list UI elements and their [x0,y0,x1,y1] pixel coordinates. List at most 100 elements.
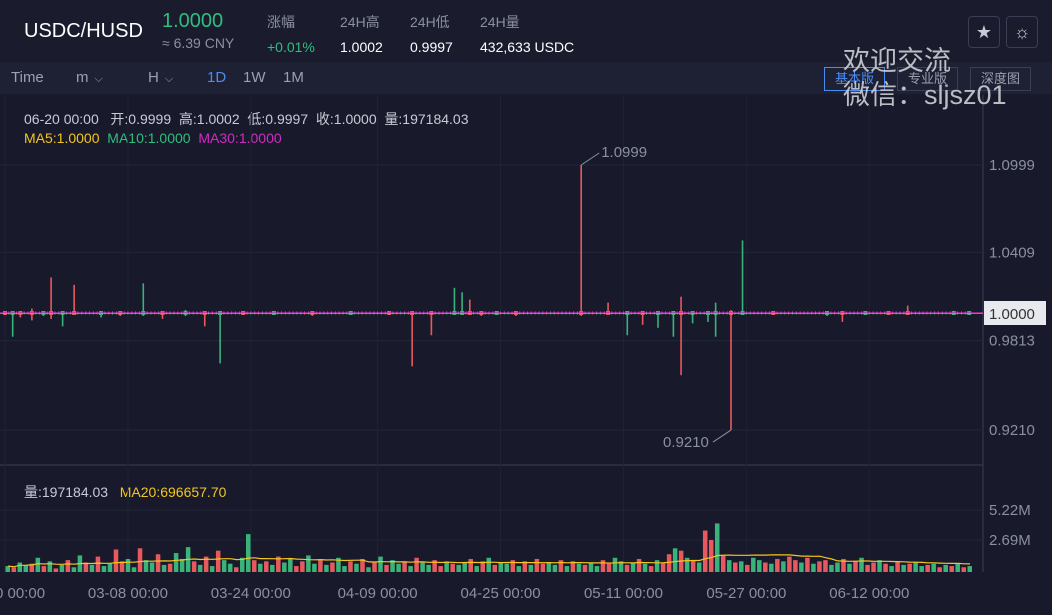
volume-bar [871,562,876,572]
volume-bar [757,560,762,572]
volume-bar [913,562,918,572]
volume-bar [558,560,564,572]
volume-ma20-line [7,554,971,568]
volume-bar [143,560,149,572]
volume-bar [233,567,239,572]
tab-hour[interactable]: H ⌵ [148,69,173,86]
volume-bar [318,560,323,572]
volume-bar [763,562,768,572]
volume-bar [252,560,257,572]
tab-time[interactable]: Time [11,69,44,86]
volume-bar [516,566,522,572]
volume-bar [606,563,612,572]
tab-minute[interactable]: m ⌵ [76,69,103,86]
volume-bar [456,564,461,572]
volume-bar [450,563,455,572]
volume-bar [294,566,299,572]
volume-bar [901,564,906,572]
volume-bar [131,567,137,572]
volume-bar [907,563,912,572]
tab-1d[interactable]: 1D [207,69,227,86]
chevron-down-icon: ⌵ [94,73,103,85]
volume-bar [5,566,11,572]
volume-stat: 24H量 432,633 USDC [480,12,574,55]
volume-bar [137,548,143,572]
ohlc-low: 低:0.9997 [247,111,309,127]
star-icon[interactable]: ★ [968,16,1000,48]
volume-bar [11,567,17,572]
volume-bar [498,562,504,572]
volume-bar [829,564,834,572]
volume-bar [408,566,413,572]
time-tick-label: 02-20 00:00 [0,585,45,602]
volume-bar [402,561,407,572]
volume-bar [83,562,89,572]
volume-bar [342,566,347,572]
time-tick-label: 05-11 00:00 [584,585,663,602]
volume-bar [468,558,473,572]
volume-bar [197,564,203,572]
volume-bar [799,562,804,572]
volume-bar [720,555,726,572]
volume-bar [107,563,113,572]
volume-bar [841,558,846,572]
high-value: 1.0002 [340,39,383,55]
volume-bar [288,558,293,572]
watermark-line1: 欢迎交流 [843,46,951,76]
volume-bar [474,566,479,572]
volume-bar [859,557,864,572]
low-value: 0.9997 [410,39,453,55]
ohlc-volume: 量:197184.03 [384,111,469,127]
max-annotation: 1.0999 [601,144,647,161]
volume-bar [390,560,395,572]
volume-bar [300,561,305,572]
basic-view-button[interactable]: 基本版 [824,67,886,91]
tab-1w[interactable]: 1W [243,69,266,86]
volume-bar [612,557,618,572]
watermark-line2: 微信：sljsz01 [843,80,1007,110]
interval-toolbar: Time m ⌵ H ⌵ 1D 1W 1M 基本版 专业版 深度图 [0,62,1052,94]
volume-bar [540,563,546,572]
volume-bar [528,564,534,572]
volume-bar [155,554,161,572]
volume-bar [245,534,251,572]
chart-grid [0,95,984,572]
volume-bar [889,566,894,572]
volume-bar [360,558,365,572]
volume-bar [733,562,738,572]
volume-bar [955,563,960,572]
pro-view-button[interactable]: 专业版 [897,67,959,91]
volume-bar [564,566,570,572]
volume-bar [215,550,221,572]
depth-view-button[interactable]: 深度图 [970,67,1032,91]
current-price-label: 1.0000 [989,306,1035,323]
volume-bar [101,566,107,572]
volume-tick-label: 5.22M [989,502,1031,519]
tab-1m[interactable]: 1M [283,69,304,86]
volume-bar [264,561,269,572]
volume-layer [5,523,972,572]
volume-bar [642,563,648,572]
volume-bar [426,564,431,572]
volume-bar [113,549,119,572]
volume-bar [745,564,750,572]
volume-bar [769,563,774,572]
min-pointer [712,429,732,443]
volume-bar [396,563,401,572]
volume-bar [23,564,29,572]
volume-bar [372,562,377,572]
sun-icon[interactable]: ☼ [1006,16,1038,48]
volume-bar [486,557,492,572]
ohlc-high: 高:1.0002 [178,111,240,127]
volume-bar [835,562,840,572]
volume-bar [504,563,510,572]
volume-bar [895,561,900,572]
volume-bar [258,563,263,572]
volume-label: 24H量 [480,14,520,30]
volume-bar [570,561,576,572]
price-tick-label: 0.9210 [989,422,1035,439]
volume-bar [167,563,173,572]
volume-bar [588,562,594,572]
volume-bar [666,554,672,572]
